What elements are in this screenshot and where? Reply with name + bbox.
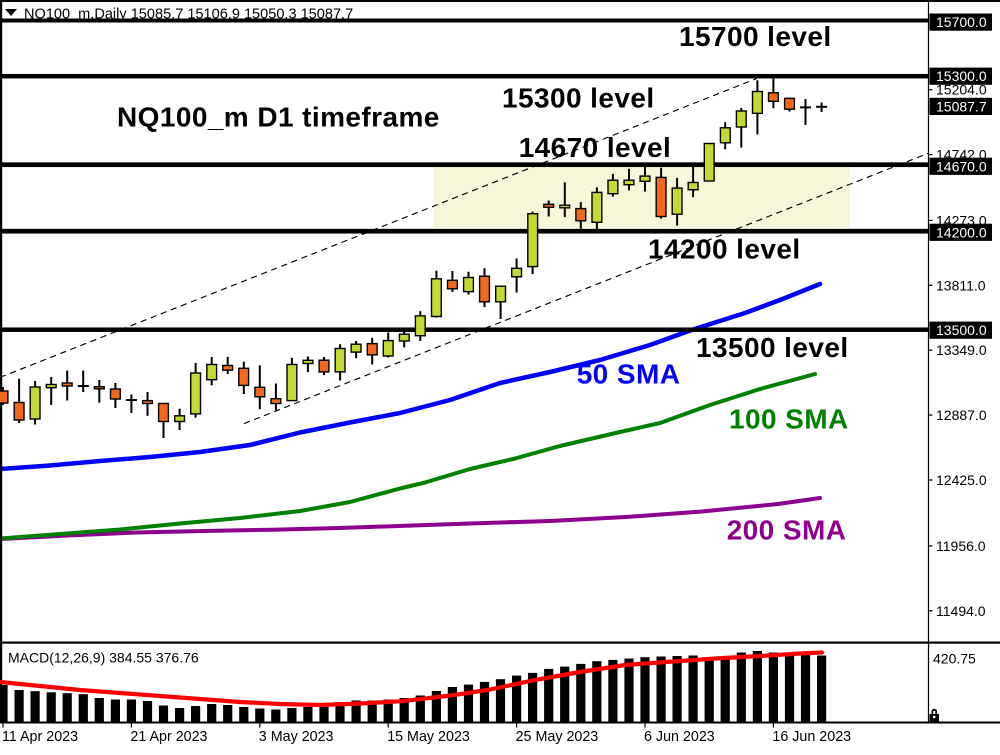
svg-text:420.75: 420.75: [933, 651, 976, 667]
svg-text:15700.0: 15700.0: [936, 14, 987, 30]
svg-text:15700 level: 15700 level: [679, 21, 832, 52]
svg-text:NQ100_m D1 timeframe: NQ100_m D1 timeframe: [117, 102, 440, 133]
svg-text:NQ100_m,Daily 15085.7 15106.9: NQ100_m,Daily 15085.7 15106.9 15050.3 15…: [24, 6, 353, 22]
svg-text:50 SMA: 50 SMA: [577, 359, 681, 390]
svg-text:14200 level: 14200 level: [648, 234, 801, 265]
svg-text:3 May 2023: 3 May 2023: [259, 729, 334, 745]
svg-text:13811.0: 13811.0: [936, 277, 986, 293]
svg-text:14670 level: 14670 level: [519, 132, 672, 163]
svg-text:12887.0: 12887.0: [936, 407, 987, 423]
svg-text:16 Jun 2023: 16 Jun 2023: [772, 729, 851, 745]
svg-text:15204.0: 15204.0: [936, 82, 987, 98]
svg-text:21 Apr 2023: 21 Apr 2023: [130, 729, 207, 745]
svg-text:14200.0: 14200.0: [936, 224, 987, 240]
svg-text:15300 level: 15300 level: [502, 83, 655, 114]
svg-text:MACD(12,26,9) 384.55 376.76: MACD(12,26,9) 384.55 376.76: [8, 650, 199, 666]
svg-text:11 Apr 2023: 11 Apr 2023: [2, 729, 78, 745]
svg-text:15300.0: 15300.0: [936, 68, 987, 84]
svg-text:12425.0: 12425.0: [936, 472, 987, 488]
svg-text:6 Jun 2023: 6 Jun 2023: [644, 729, 715, 745]
svg-text:100 SMA: 100 SMA: [729, 404, 849, 435]
svg-text:15087.7: 15087.7: [936, 98, 987, 114]
svg-text:11494.0: 11494.0: [936, 603, 986, 619]
svg-text:11956.0: 11956.0: [936, 538, 986, 554]
svg-text:25 May 2023: 25 May 2023: [516, 729, 599, 745]
svg-text:13500 level: 13500 level: [696, 332, 849, 363]
svg-text:13500.0: 13500.0: [936, 322, 987, 338]
svg-text:15 May 2023: 15 May 2023: [387, 729, 470, 745]
svg-text:13349.0: 13349.0: [936, 342, 987, 358]
svg-text:200 SMA: 200 SMA: [727, 515, 847, 546]
svg-text:14670.0: 14670.0: [936, 158, 987, 174]
